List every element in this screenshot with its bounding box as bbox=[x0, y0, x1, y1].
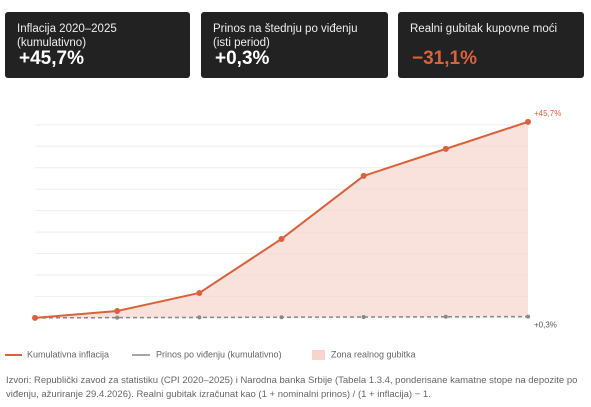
legend-swatch bbox=[312, 350, 325, 360]
stat-card: Realni gubitak kupovne moći −31,1% bbox=[398, 12, 584, 78]
stat-card: Inflacija 2020–2025 (kumulativno) +45,7% bbox=[5, 12, 190, 78]
card-value: +45,7% bbox=[19, 48, 84, 69]
point bbox=[278, 235, 285, 242]
value-label: +45,7% bbox=[534, 109, 561, 118]
point bbox=[114, 307, 121, 314]
card-label: Realni gubitak kupovne moći bbox=[410, 23, 558, 35]
card-label: Inflacija 2020–2025 (kumulativno) bbox=[17, 23, 117, 49]
card-label: Prinos na štednju po viđenju (isti perio… bbox=[213, 23, 358, 49]
legend-label: Prinos po viđenju (kumulativno) bbox=[156, 349, 282, 359]
point bbox=[32, 314, 38, 321]
footnote: Izvori: Republički zavod za statistiku (… bbox=[6, 375, 578, 400]
legend-label: Kumulativna inflacija bbox=[27, 349, 109, 359]
stat-card: Prinos na štednju po viđenju (isti perio… bbox=[201, 12, 388, 78]
legend-label: Zona realnog gubitka bbox=[331, 349, 416, 359]
point bbox=[526, 314, 530, 319]
point bbox=[115, 315, 120, 320]
card-value: −31,1% bbox=[412, 48, 477, 69]
card-value: +0,3% bbox=[215, 48, 270, 69]
value-label: +0,3% bbox=[534, 321, 557, 330]
point bbox=[197, 315, 202, 320]
loss-zone bbox=[35, 121, 528, 318]
point bbox=[196, 289, 203, 296]
point bbox=[442, 145, 449, 152]
point bbox=[443, 314, 448, 319]
point bbox=[361, 314, 366, 319]
point bbox=[279, 315, 284, 320]
point bbox=[360, 172, 367, 179]
point bbox=[525, 118, 531, 125]
